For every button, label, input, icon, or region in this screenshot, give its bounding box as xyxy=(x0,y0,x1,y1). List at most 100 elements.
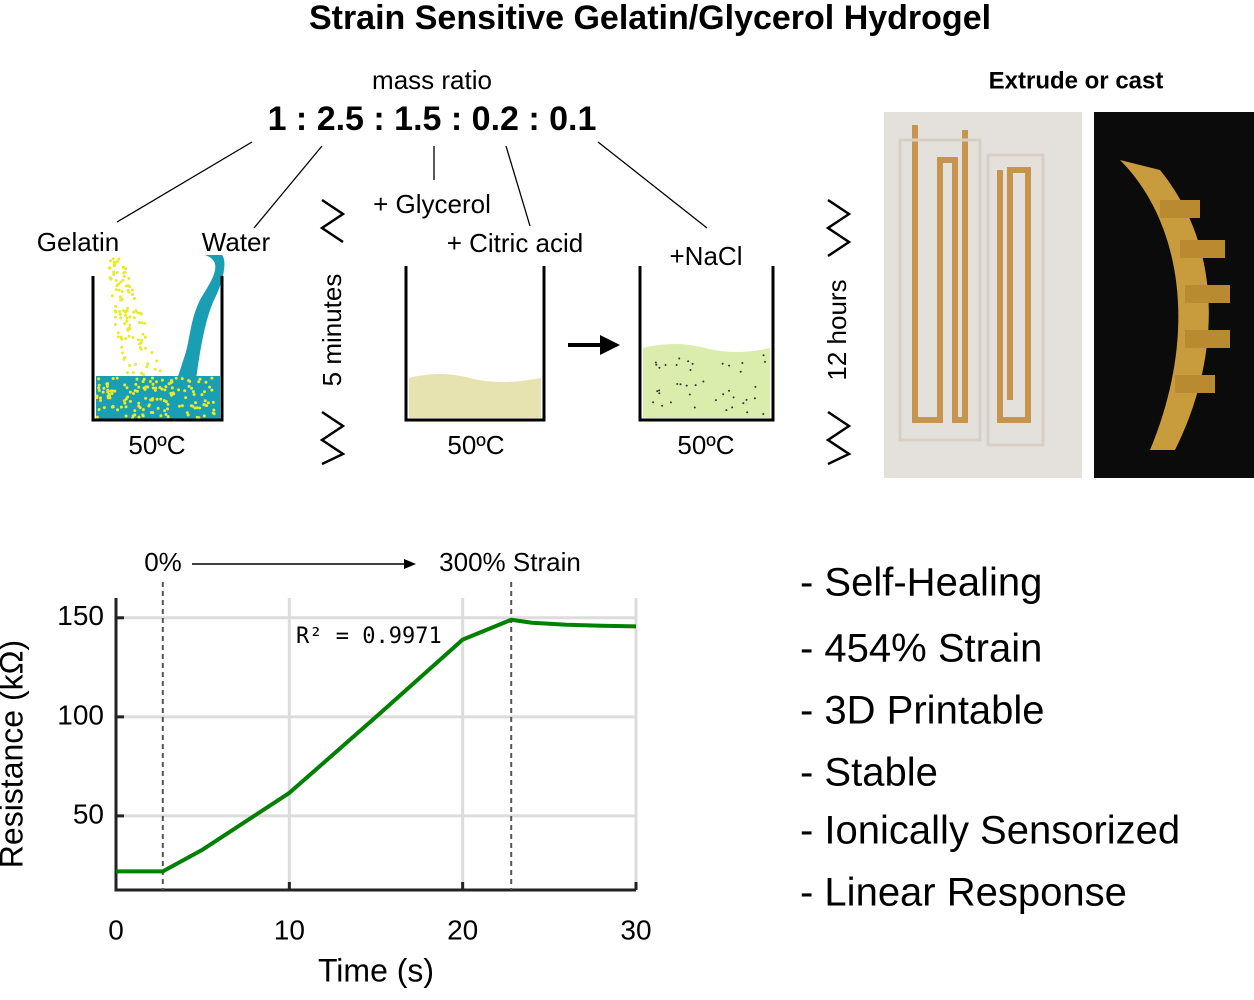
particle xyxy=(150,350,154,354)
particle xyxy=(130,288,134,292)
salt-particles xyxy=(652,354,766,416)
y-tick-label: 150 xyxy=(57,600,104,631)
particle xyxy=(140,321,144,325)
particle xyxy=(113,309,117,313)
particle xyxy=(115,260,119,264)
particle xyxy=(136,338,140,342)
particle xyxy=(123,356,127,360)
particle xyxy=(154,386,158,390)
particle xyxy=(144,346,148,350)
particle xyxy=(137,404,141,408)
particle xyxy=(739,370,742,373)
particle xyxy=(190,386,194,390)
particle xyxy=(675,363,678,366)
particle xyxy=(669,401,672,404)
particle xyxy=(180,377,184,381)
particle xyxy=(142,386,146,390)
particle xyxy=(122,309,126,313)
particle xyxy=(97,407,101,411)
sensor-ridges xyxy=(1160,200,1230,393)
particle xyxy=(122,274,126,278)
particle xyxy=(147,404,151,408)
particle xyxy=(754,385,757,388)
particle xyxy=(133,409,137,413)
feature: - Self-Healing xyxy=(800,561,1042,605)
particle xyxy=(123,313,127,317)
particle xyxy=(124,405,128,409)
particle xyxy=(211,400,215,404)
particle xyxy=(728,389,731,392)
particle xyxy=(191,390,195,394)
particle xyxy=(202,390,206,394)
x-tick-label: 10 xyxy=(274,914,305,945)
particle xyxy=(102,386,106,390)
particle xyxy=(762,354,765,357)
particle xyxy=(108,276,112,280)
annotation: R² = 0.9971 xyxy=(296,624,442,649)
particle xyxy=(125,319,129,323)
particle xyxy=(742,402,745,405)
particle xyxy=(131,371,135,375)
particle xyxy=(116,331,120,335)
particle xyxy=(148,379,152,383)
particle xyxy=(128,399,132,403)
ingredient: Water xyxy=(202,227,271,257)
particle xyxy=(689,369,692,372)
feature: - Ionically Sensorized xyxy=(800,809,1180,853)
particle xyxy=(203,399,207,403)
particle xyxy=(150,376,154,380)
particle xyxy=(99,399,103,403)
particle xyxy=(119,316,123,320)
particle xyxy=(135,377,139,381)
particle xyxy=(113,323,117,327)
liquid xyxy=(409,374,541,418)
particle xyxy=(123,270,127,274)
particle xyxy=(180,404,184,408)
particle xyxy=(111,257,115,261)
particle xyxy=(108,266,112,270)
particle xyxy=(661,404,664,407)
particle xyxy=(95,415,99,419)
particle xyxy=(158,369,162,373)
particle xyxy=(120,297,124,301)
particle xyxy=(702,380,705,383)
particle xyxy=(132,310,136,314)
particle xyxy=(732,396,735,399)
particle xyxy=(172,392,176,396)
y-axis-label: Resistance (kΩ) xyxy=(0,640,29,868)
particle xyxy=(206,401,210,405)
particle xyxy=(202,414,206,418)
particle xyxy=(118,312,122,316)
particle xyxy=(685,384,688,387)
particle xyxy=(110,294,114,298)
particle xyxy=(679,383,682,386)
particle xyxy=(183,389,187,393)
annotation-arrow-head xyxy=(404,559,416,569)
particle xyxy=(177,404,181,408)
particle xyxy=(105,384,109,388)
particle xyxy=(762,413,765,416)
particle xyxy=(184,396,188,400)
particle xyxy=(101,390,105,394)
particle xyxy=(204,380,208,384)
particle xyxy=(121,351,125,355)
particle xyxy=(115,284,119,288)
particle xyxy=(210,388,214,392)
particle xyxy=(193,406,197,410)
particle xyxy=(722,393,725,396)
particle xyxy=(212,408,216,412)
y-tick-label: 100 xyxy=(57,699,104,730)
particle xyxy=(124,337,128,341)
particle xyxy=(169,379,173,383)
particle xyxy=(137,320,141,324)
duration: 12 hours xyxy=(822,279,852,380)
particle xyxy=(155,359,159,363)
particle xyxy=(114,278,118,282)
particle xyxy=(156,406,160,410)
particle xyxy=(155,397,159,401)
particle xyxy=(163,409,167,413)
particle xyxy=(142,373,146,377)
particle xyxy=(169,381,173,385)
particle xyxy=(658,389,661,392)
particle xyxy=(118,295,122,299)
